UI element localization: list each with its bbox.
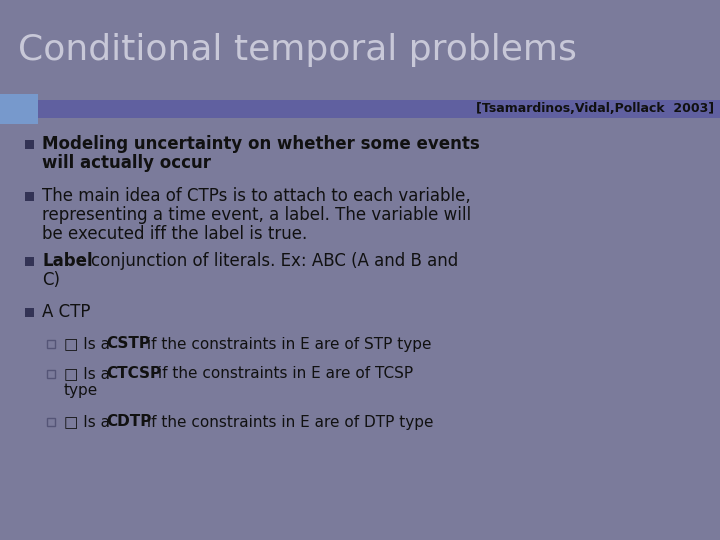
Text: [Tsamardinos,Vidal,Pollack  2003]: [Tsamardinos,Vidal,Pollack 2003] xyxy=(476,103,714,116)
Text: Conditional temporal problems: Conditional temporal problems xyxy=(18,33,577,67)
Text: if the constraints in E are of STP type: if the constraints in E are of STP type xyxy=(142,336,431,352)
Text: will actually occur: will actually occur xyxy=(42,154,211,172)
Text: C): C) xyxy=(42,271,60,289)
Bar xyxy=(47,418,55,426)
Bar xyxy=(0,94,38,124)
Text: type: type xyxy=(64,383,98,399)
Text: □ Is a: □ Is a xyxy=(64,367,115,381)
Text: be executed iff the label is true.: be executed iff the label is true. xyxy=(42,225,307,243)
Bar xyxy=(0,0,720,95)
Bar xyxy=(47,340,55,348)
Bar xyxy=(25,139,34,148)
Text: : conjunction of literals. Ex: ABC (A and B and: : conjunction of literals. Ex: ABC (A an… xyxy=(80,252,458,270)
Text: The main idea of CTPs is to attach to each variable,: The main idea of CTPs is to attach to ea… xyxy=(42,187,471,205)
Bar xyxy=(0,100,720,118)
Bar xyxy=(25,192,34,200)
Text: if the constraints in E are of TCSP: if the constraints in E are of TCSP xyxy=(153,367,413,381)
Text: Label: Label xyxy=(42,252,93,270)
Text: A CTP: A CTP xyxy=(42,303,91,321)
Bar xyxy=(47,370,55,378)
Bar xyxy=(25,256,34,266)
Text: CSTP: CSTP xyxy=(106,336,150,352)
Text: Modeling uncertainty on whether some events: Modeling uncertainty on whether some eve… xyxy=(42,135,480,153)
Text: CDTP: CDTP xyxy=(106,415,151,429)
Text: CTCSP: CTCSP xyxy=(106,367,161,381)
Text: □ Is a: □ Is a xyxy=(64,415,115,429)
Text: representing a time event, a label. The variable will: representing a time event, a label. The … xyxy=(42,206,471,224)
Bar xyxy=(25,307,34,316)
Text: □ Is a: □ Is a xyxy=(64,336,115,352)
Text: if the constraints in E are of DTP type: if the constraints in E are of DTP type xyxy=(142,415,433,429)
